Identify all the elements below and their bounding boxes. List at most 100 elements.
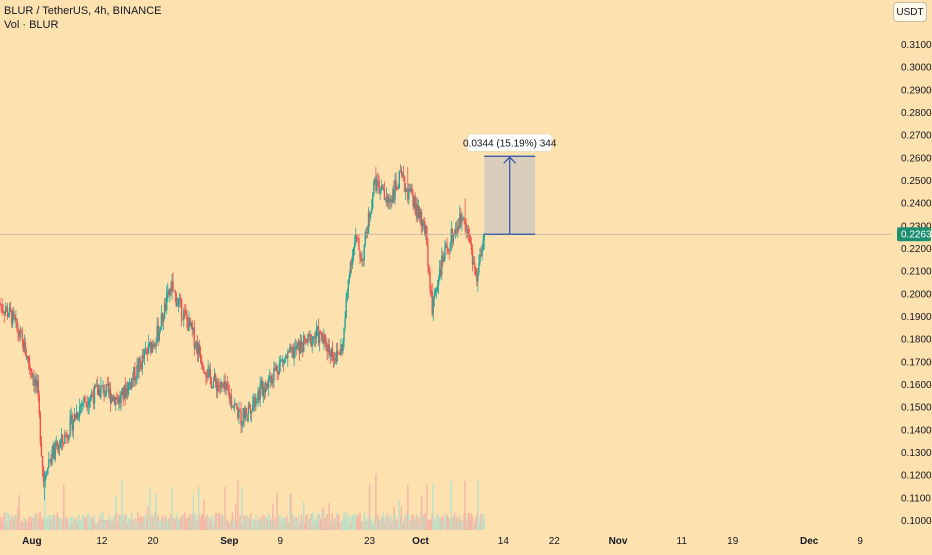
candle-body bbox=[61, 434, 64, 443]
volume-bar bbox=[109, 521, 112, 530]
candle-body bbox=[110, 396, 113, 403]
candle-body bbox=[481, 249, 483, 257]
candle-body bbox=[225, 383, 227, 390]
volume-bar bbox=[399, 515, 402, 530]
candle-body bbox=[210, 377, 213, 388]
volume-bar bbox=[444, 517, 446, 530]
volume-bar bbox=[41, 517, 44, 530]
volume-bar bbox=[87, 512, 89, 530]
candle-body bbox=[289, 346, 291, 352]
volume-bar bbox=[138, 523, 140, 530]
candle-body bbox=[363, 244, 365, 260]
candle-body bbox=[47, 467, 49, 475]
candle-body bbox=[368, 213, 371, 218]
y-tick-label: 0.1200 bbox=[901, 471, 932, 482]
candle-body bbox=[211, 387, 214, 388]
candle-body bbox=[266, 383, 269, 388]
volume-bar bbox=[146, 506, 149, 530]
candle-body bbox=[70, 415, 72, 418]
volume-bar bbox=[339, 523, 341, 530]
candle-body bbox=[478, 262, 480, 273]
candle-body bbox=[1, 305, 3, 311]
candle-body bbox=[257, 391, 259, 401]
x-tick-label: Sep bbox=[220, 536, 238, 547]
volume-bar bbox=[286, 522, 289, 530]
candle-body bbox=[41, 455, 44, 468]
volume-bar bbox=[28, 516, 31, 530]
volume-bar bbox=[159, 519, 162, 530]
volume-bar bbox=[103, 519, 105, 530]
candle-body bbox=[121, 387, 123, 395]
volume-bar bbox=[223, 514, 225, 530]
volume-bar bbox=[35, 513, 37, 530]
x-tick-label: 11 bbox=[677, 536, 688, 547]
volume-bar bbox=[281, 518, 284, 530]
volume-bar bbox=[329, 520, 332, 530]
volume-bar bbox=[368, 483, 371, 530]
symbol-title[interactable]: BLUR / TetherUS, 4h, BINANCE bbox=[4, 5, 162, 17]
candle-body bbox=[23, 342, 26, 352]
candle-body bbox=[120, 394, 122, 403]
y-tick-label: 0.2400 bbox=[901, 199, 932, 210]
volume-bar bbox=[316, 513, 319, 530]
candle-body bbox=[305, 338, 307, 341]
candle-body bbox=[278, 363, 280, 375]
volume-bar bbox=[6, 521, 9, 530]
currency-button[interactable]: USDT bbox=[893, 2, 927, 22]
volume-bar bbox=[271, 521, 273, 530]
candle-body bbox=[397, 188, 399, 190]
volume-bar bbox=[214, 512, 217, 530]
volume-bar bbox=[403, 517, 406, 530]
volume-bar bbox=[337, 513, 340, 530]
volume-bar bbox=[234, 503, 237, 530]
candle-body bbox=[310, 334, 312, 347]
candle-body bbox=[306, 340, 308, 343]
candle-body bbox=[362, 259, 364, 261]
candle-body bbox=[246, 413, 249, 415]
candle-body bbox=[185, 310, 187, 315]
candle-body bbox=[63, 442, 65, 444]
candle-body bbox=[321, 333, 323, 341]
y-tick-label: 0.1400 bbox=[901, 425, 932, 436]
volume-bar bbox=[290, 493, 292, 530]
candle-body bbox=[75, 412, 78, 419]
volume-bar bbox=[51, 516, 53, 530]
volume-bar bbox=[67, 523, 69, 530]
x-tick-label: 12 bbox=[96, 536, 108, 547]
volume-bar bbox=[75, 519, 78, 530]
volume-bar bbox=[230, 518, 233, 530]
y-tick-label: 0.2300 bbox=[901, 221, 932, 232]
volume-bar bbox=[467, 512, 470, 530]
volume-bar bbox=[323, 512, 325, 530]
candle-body bbox=[312, 336, 314, 341]
candle-body bbox=[72, 422, 74, 431]
x-axis[interactable]: Aug 12 20 Sep 9 23 Oct 14 22 Nov 11 19 Dec 9 bbox=[22, 536, 863, 547]
candle-body bbox=[279, 360, 282, 364]
last-price-label: 0.2263 bbox=[901, 230, 932, 241]
candle-body bbox=[356, 234, 358, 239]
candle-body bbox=[280, 359, 283, 361]
candle-body bbox=[16, 318, 18, 329]
volume-bar bbox=[405, 514, 408, 530]
volume-bar bbox=[203, 499, 205, 530]
volume-legend[interactable]: Vol · BLUR bbox=[4, 19, 59, 31]
volume-bar bbox=[122, 520, 124, 530]
volume-bar bbox=[229, 521, 232, 530]
y-axis[interactable]: 0.3100 0.3000 0.2900 0.2800 0.2700 0.2600 0.25… bbox=[901, 40, 932, 527]
candle-body bbox=[105, 384, 107, 395]
candle-body bbox=[449, 243, 451, 251]
volume-bar bbox=[255, 515, 257, 530]
volume-bar bbox=[212, 521, 215, 530]
volume-bar bbox=[137, 512, 139, 530]
volume-bar bbox=[149, 516, 152, 530]
candle-body bbox=[365, 231, 368, 235]
candle-body bbox=[2, 310, 4, 313]
y-tick-label: 0.2000 bbox=[901, 289, 932, 300]
candle-body bbox=[37, 380, 39, 396]
volume-bar bbox=[200, 515, 203, 530]
volume-bar bbox=[179, 516, 182, 530]
volume-bar bbox=[36, 518, 38, 530]
candle-body bbox=[43, 479, 46, 482]
